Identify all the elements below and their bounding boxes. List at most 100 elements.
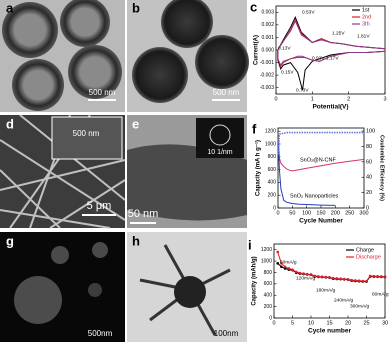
inset-scale-text: 10 1/nm	[207, 149, 232, 156]
annotation: 60mA/g	[372, 291, 389, 297]
x-tick-label: 100	[302, 210, 311, 216]
data-point	[380, 275, 383, 278]
data-point	[317, 275, 320, 278]
y-tick-label: 200	[268, 193, 277, 199]
x-tick-label: 0	[276, 210, 279, 216]
data-point	[313, 274, 317, 278]
y-tick-label: 800	[268, 154, 277, 160]
scale-bar	[82, 214, 116, 216]
x-tick-label: 15	[326, 320, 332, 326]
panel-label: h	[132, 233, 140, 248]
y-tick-label: 1000	[261, 258, 272, 264]
data-point	[357, 279, 361, 283]
x-axis-label: Cycle number	[308, 328, 351, 335]
y2-tick-label: 40	[366, 175, 372, 181]
y-tick-label: -0.003	[260, 85, 274, 91]
annotation: 0.53V	[302, 9, 315, 15]
annotation: 1.25V	[332, 30, 345, 36]
y-tick-label: 1200	[261, 247, 272, 253]
panel-b: b 500 nm	[127, 0, 249, 112]
annotation: 0.13V	[278, 45, 291, 51]
x-tick-label: 2	[347, 96, 350, 102]
sphere	[68, 45, 122, 99]
series-line	[277, 138, 365, 172]
x-tick-label: 30	[382, 320, 388, 326]
annotation: 0.92V	[312, 55, 325, 61]
y-tick-label: 600	[264, 281, 273, 287]
panel-h: h 100nm	[127, 232, 247, 342]
x-tick-label: 50	[289, 210, 295, 216]
panel-d: 500 nm d 5 μm	[0, 114, 126, 229]
data-point	[276, 262, 280, 265]
y-tick-label: 0.001	[261, 35, 274, 41]
data-point	[287, 267, 291, 270]
annotation: 60mA/g	[280, 259, 297, 265]
data-point	[368, 274, 372, 278]
particle	[51, 246, 69, 264]
data-point	[280, 262, 283, 265]
inset-scale-text: 500 nm	[73, 129, 100, 138]
data-point	[350, 278, 354, 282]
scale-bar	[212, 99, 240, 101]
diffraction-ring	[209, 124, 231, 146]
scale-text: 500nm	[88, 329, 113, 338]
panel-label: c	[250, 0, 257, 14]
x-tick-label: 25	[363, 320, 369, 326]
y2-tick-label: 60	[366, 159, 372, 165]
data-point	[283, 265, 287, 269]
legend-label: 2nd	[362, 14, 371, 20]
data-point	[280, 265, 283, 269]
particle	[88, 283, 102, 297]
y-axis-label: Capacity (mA h g⁻¹)	[255, 140, 262, 196]
particle	[92, 242, 108, 258]
y-tick-label: 600	[268, 167, 277, 173]
annotation: 0.15V	[281, 69, 294, 75]
y2-tick-label: 80	[366, 144, 372, 150]
scale-text: 500 nm	[89, 88, 116, 97]
x-axis-label: Potential(V)	[312, 104, 348, 111]
y-tick-label: 0.003	[261, 10, 274, 16]
y-tick-label: 0.002	[261, 22, 274, 28]
annotation: 0.73V	[296, 87, 309, 93]
data-point	[339, 277, 342, 281]
series-line	[277, 140, 336, 206]
panel-label: b	[132, 0, 140, 15]
x-tick-label: 10	[308, 320, 314, 326]
data-point	[376, 275, 379, 278]
panel-a: a 500 nm	[0, 0, 125, 112]
annotation: 120mA/g	[296, 275, 316, 281]
y-tick-label: 0	[273, 205, 276, 211]
data-point	[309, 273, 313, 276]
y-tick-label: -0.002	[260, 72, 274, 78]
legend-label: 1st	[362, 7, 370, 13]
scale-text: 5 μm	[87, 200, 112, 212]
series-label: SnO₂ Nanoparticles	[290, 193, 339, 199]
x-tick-label: 0	[274, 96, 277, 102]
series-label: SnO₂@N-CNF	[300, 157, 336, 163]
data-point	[302, 272, 305, 275]
y2-tick-label: 100	[366, 129, 375, 135]
y-axis-label: Current(A)	[254, 35, 260, 65]
data-point	[372, 274, 376, 278]
data-point	[361, 279, 365, 283]
inset	[51, 116, 123, 160]
panel-label: f	[252, 121, 257, 136]
x-tick-label: 20	[345, 320, 351, 326]
data-point	[306, 272, 309, 276]
data-point	[324, 275, 328, 279]
scale-text: 100nm	[214, 329, 239, 338]
y-tick-label: 800	[264, 270, 273, 276]
y-tick-label: 400	[268, 180, 277, 186]
x-tick-label: 150	[316, 210, 325, 216]
data-point	[328, 276, 331, 279]
y-tick-label: -0.001	[260, 60, 274, 66]
y2-tick-label: 20	[366, 190, 372, 196]
x-tick-label: 250	[345, 210, 354, 216]
x-tick-label: 300	[359, 210, 368, 216]
series-line	[277, 131, 364, 155]
data-point	[346, 277, 350, 281]
data-point	[320, 275, 324, 279]
x-tick-label: 3	[383, 96, 386, 102]
